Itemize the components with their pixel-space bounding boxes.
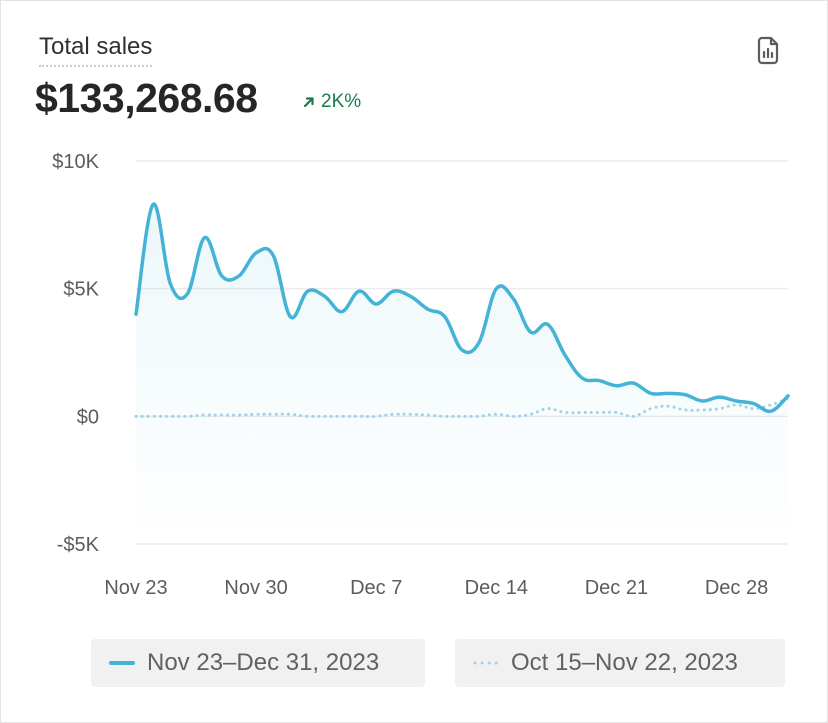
x-tick-label: Dec 7 [350,577,402,599]
dotted-line-icon [473,661,499,665]
legend-item-previous[interactable]: Oct 15–Nov 22, 2023 [455,639,785,687]
x-tick-label: Nov 23 [104,577,167,599]
previous-series-line [134,396,790,418]
solid-line-icon [109,661,135,665]
x-tick-label: Dec 28 [705,577,768,599]
legend-label-previous: Oct 15–Nov 22, 2023 [511,649,738,676]
legend-item-current[interactable]: Nov 23–Dec 31, 2023 [91,639,425,687]
y-tick-label: $5K [63,279,99,301]
legend-label-current: Nov 23–Dec 31, 2023 [147,649,380,676]
x-tick-label: Dec 21 [585,577,648,599]
metric-change-badge: 2K% [301,91,361,113]
x-tick-label: Dec 14 [465,577,528,599]
y-tick-label: $0 [77,406,99,428]
y-tick-label: $10K [52,151,99,173]
metric-change-value: 2K% [321,91,362,112]
y-tick-label: -$5K [57,534,100,556]
metric-title[interactable]: Total sales [39,33,153,67]
report-icon[interactable] [753,35,783,65]
current-series-line [134,202,790,414]
metric-value: $133,268.68 [35,75,258,121]
current-series-area [136,204,788,545]
x-tick-label: Nov 30 [224,577,287,599]
arrow-up-right-icon [303,97,314,108]
